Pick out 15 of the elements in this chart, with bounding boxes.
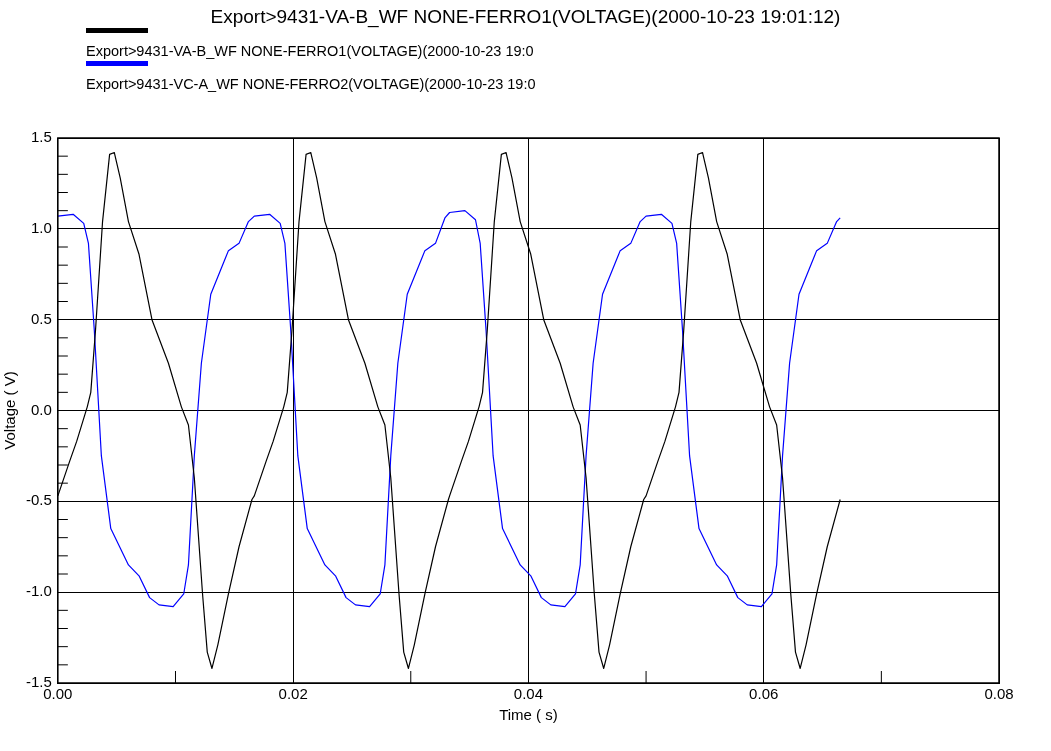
y-tick-label: 0.0 — [30, 400, 52, 418]
x-axis-title: Time ( s) — [499, 706, 558, 724]
x-tick-label: 0.08 — [984, 685, 1014, 703]
x-tick-label: 0.06 — [749, 685, 779, 703]
y-tick-label: 0.5 — [30, 309, 52, 327]
x-tick-label: 0.02 — [278, 685, 308, 703]
x-tick-label: 0.04 — [513, 685, 544, 703]
legend-label: Export>9431-VC-A_WF NONE-FERRO2(VOLTAGE)(2000-10-23 19:0 — [86, 76, 536, 92]
chart-title: Export>9431-VA-B_WF NONE-FERRO1(VOLTAGE)(2000-10-23 19:01:12) — [209, 6, 842, 28]
legend-label: Export>9431-VA-B_WF NONE-FERRO1(VOLTAGE)(2000-10-23 19:0 — [86, 43, 535, 59]
y-tick-label: -0.5 — [25, 491, 52, 509]
y-tick-label: -1.0 — [25, 582, 52, 600]
y-axis-title: Voltage ( V) — [1, 371, 19, 450]
y-tick-label: 1.5 — [30, 128, 52, 146]
y-tick-label: 1.0 — [30, 218, 52, 236]
